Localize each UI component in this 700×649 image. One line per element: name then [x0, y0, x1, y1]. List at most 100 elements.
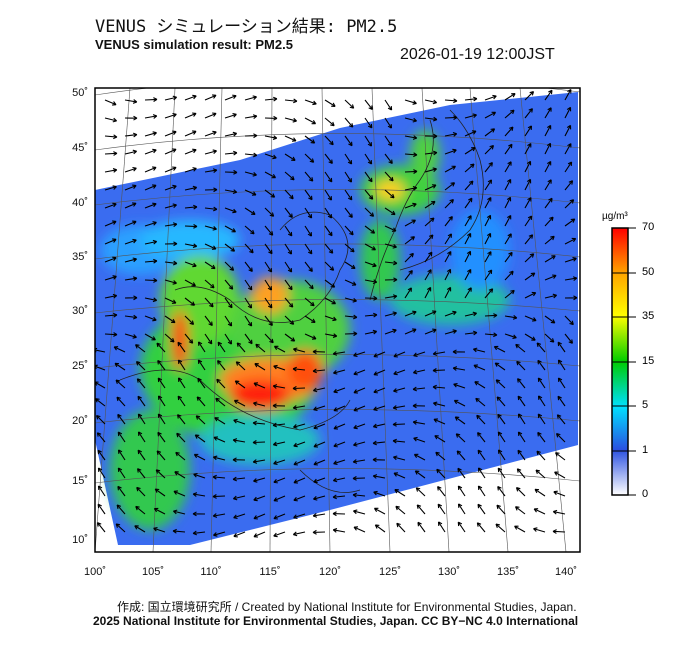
wind-arrow	[564, 218, 576, 227]
wind-arrow	[332, 511, 346, 517]
wind-arrow	[233, 418, 246, 425]
wind-arrow	[97, 503, 106, 515]
wind-arrow	[124, 238, 137, 245]
wind-arrow	[544, 333, 555, 343]
wind-arrow	[384, 99, 393, 111]
wind-arrow	[144, 97, 158, 102]
wind-arrow	[384, 328, 397, 335]
wind-arrow	[124, 257, 137, 263]
wind-arrow	[156, 450, 166, 461]
wind-arrow	[137, 468, 146, 479]
wind-arrow	[304, 297, 315, 307]
wind-arrow	[134, 525, 146, 533]
wind-arrow	[104, 293, 118, 299]
wind-arrow	[333, 387, 346, 394]
wind-arrow	[552, 509, 566, 515]
wind-arrow	[184, 204, 198, 210]
wind-arrow	[164, 315, 176, 324]
wind-arrow	[504, 126, 514, 137]
lat-label: 35˚	[72, 251, 88, 263]
wind-arrow	[232, 457, 246, 463]
wind-arrow	[404, 152, 418, 158]
wind-arrow	[517, 395, 526, 407]
wind-arrow	[364, 189, 374, 200]
wind-arrow	[477, 432, 486, 443]
wind-arrow	[124, 314, 138, 320]
wind-arrow	[192, 530, 206, 536]
wind-arrow	[232, 495, 246, 501]
wind-arrow	[184, 315, 195, 325]
wind-arrow	[137, 395, 146, 407]
wind-arrow	[364, 207, 375, 217]
wind-arrow	[224, 150, 238, 156]
wind-arrow	[292, 385, 306, 391]
lat-label: 25˚	[72, 360, 88, 372]
wind-arrow	[504, 109, 515, 119]
wind-arrow	[204, 206, 218, 212]
wind-arrow	[477, 485, 486, 497]
wind-arrow	[157, 377, 166, 389]
wind-arrow	[412, 420, 426, 425]
wind-arrow	[514, 525, 526, 533]
wind-arrow	[564, 161, 573, 173]
wind-arrow	[177, 377, 186, 389]
wind-arrow	[95, 414, 106, 425]
wind-arrow	[164, 279, 177, 285]
wind-arrow	[453, 399, 466, 407]
wind-arrow	[533, 527, 546, 533]
wind-arrow	[353, 423, 366, 430]
wind-arrow	[284, 297, 294, 308]
wind-arrow	[464, 130, 477, 137]
wind-arrow	[184, 297, 196, 306]
wind-arrow	[495, 379, 506, 389]
wind-arrow	[124, 149, 138, 155]
license-text: 2025 National Institute for Environmenta…	[93, 614, 579, 628]
wind-arrow	[373, 405, 386, 411]
wind-arrow	[384, 294, 398, 299]
wind-arrow	[372, 457, 386, 463]
wind-arrow	[344, 153, 353, 165]
wind-arrow	[284, 207, 293, 218]
wind-arrow	[284, 261, 293, 273]
wind-arrow	[537, 395, 546, 407]
wind-arrow	[504, 251, 513, 263]
wind-arrow	[504, 196, 512, 209]
wind-arrow	[373, 387, 386, 394]
wind-arrow	[504, 143, 513, 155]
wind-arrow	[193, 472, 206, 479]
wind-arrow	[497, 413, 506, 425]
concentration-field	[95, 92, 578, 545]
wind-arrow	[412, 403, 426, 409]
wind-arrow	[97, 449, 106, 461]
wind-arrow	[373, 369, 386, 376]
wind-arrow	[384, 135, 393, 147]
wind-arrow	[293, 495, 306, 502]
wind-arrow	[475, 397, 486, 407]
wind-arrow	[292, 405, 306, 410]
wind-arrow	[413, 453, 426, 461]
wind-arrow	[372, 440, 386, 446]
wind-arrow	[204, 149, 217, 155]
wind-arrow	[484, 111, 497, 119]
wind-arrow	[364, 171, 373, 183]
wind-arrow	[224, 297, 233, 309]
wind-arrow	[177, 414, 186, 425]
wind-arrow	[304, 333, 317, 340]
wind-arrow	[384, 243, 397, 249]
wind-arrow	[172, 528, 186, 534]
wind-arrow	[344, 279, 357, 286]
wind-arrow	[104, 134, 118, 140]
wind-arrow	[312, 387, 326, 393]
wind-arrow	[484, 179, 493, 191]
wind-arrow	[124, 115, 138, 121]
wind-arrow	[544, 293, 558, 299]
wind-arrow	[235, 361, 246, 371]
wind-arrow	[95, 398, 106, 407]
wind-arrow	[564, 257, 577, 263]
wind-arrow	[564, 143, 572, 155]
wind-arrow	[464, 113, 477, 119]
wind-arrow	[264, 261, 273, 273]
wind-arrow	[292, 531, 306, 537]
wind-arrow	[216, 378, 226, 389]
wind-arrow	[332, 494, 346, 500]
